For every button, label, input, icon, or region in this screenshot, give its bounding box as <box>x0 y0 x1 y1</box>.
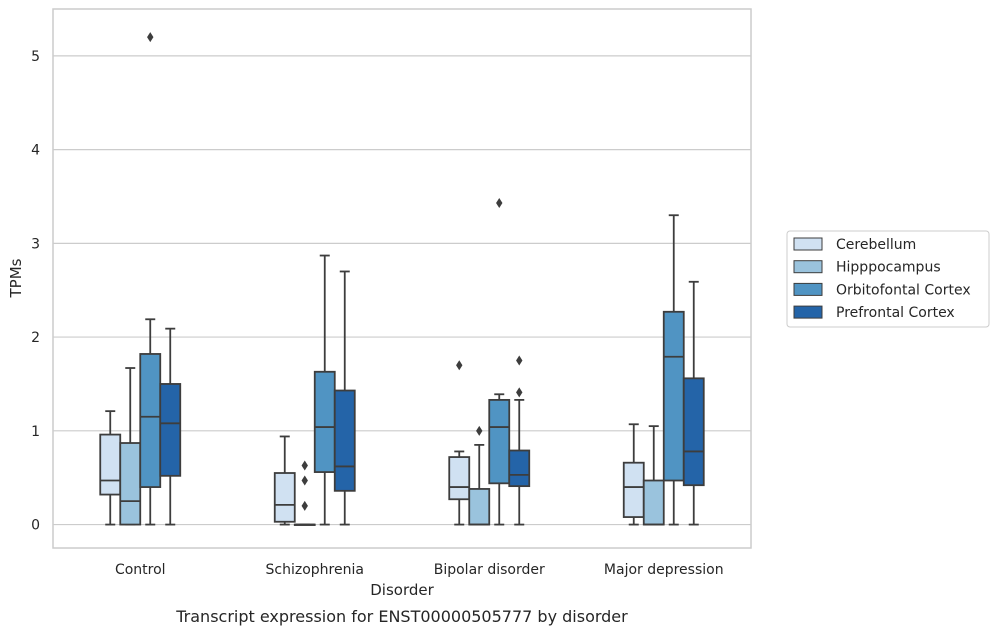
box-0-1 <box>119 367 142 526</box>
box-2-1 <box>468 425 491 526</box>
y-tick-label: 5 <box>31 49 40 65</box>
x-tick-label: Schizophrenia <box>266 562 364 578</box>
box-1-3 <box>333 270 356 526</box>
box-iqr <box>139 353 162 488</box>
legend-label: Prefrontal Cortex <box>836 305 955 321</box>
box-0-0 <box>99 410 122 526</box>
legend-swatch <box>793 260 823 274</box>
y-tick-labels: 0 1 2 3 4 5 <box>31 49 40 534</box>
box-iqr <box>159 383 182 477</box>
y-tick-label: 4 <box>31 143 40 159</box>
x-tick-label: Bipolar disorder <box>434 562 545 578</box>
legend-swatch <box>793 282 823 296</box>
x-axis-title: Disorder <box>370 581 434 599</box>
box-iqr <box>622 461 645 518</box>
outlier-point <box>301 475 308 486</box>
box-3-2 <box>662 214 685 526</box>
legend-label: Cerebellum <box>836 237 916 253</box>
box-iqr <box>448 456 471 501</box>
box-iqr <box>119 442 142 526</box>
legend-swatch <box>793 305 823 319</box>
outlier-point <box>516 355 523 366</box>
outlier-point <box>496 198 503 209</box>
box-2-3 <box>508 355 531 526</box>
y-axis-title: TPMs <box>7 258 25 298</box>
box-iqr <box>468 488 491 526</box>
outlier-point <box>456 360 463 371</box>
outlier-point <box>301 500 308 511</box>
box-1-0 <box>273 435 296 526</box>
box-iqr <box>313 370 336 473</box>
box-marks <box>99 32 705 526</box>
outlier-point <box>301 460 308 471</box>
y-tick-label: 3 <box>31 236 40 252</box>
plot-frame <box>52 8 752 549</box>
box-iqr <box>508 449 531 488</box>
legend-label: Hipppocampus <box>836 260 941 276</box>
legend: Cerebellum Hipppocampus Orbitofontal Corte… <box>786 230 990 328</box>
box-iqr <box>273 472 296 523</box>
outlier-point <box>476 425 483 436</box>
box-iqr <box>488 398 511 485</box>
box-3-0 <box>622 423 645 526</box>
y-tick-label: 2 <box>31 330 40 346</box>
outlier-point <box>147 32 154 43</box>
box-iqr <box>333 389 356 492</box>
box-3-3 <box>682 280 705 526</box>
legend-box <box>786 230 990 328</box>
box-3-1 <box>642 425 665 526</box>
x-tick-labels: Control Schizophrenia Bipolar disorder Majo… <box>115 562 724 578</box>
box-2-2 <box>488 198 511 526</box>
legend-swatch <box>793 237 823 251</box>
box-iqr <box>99 433 122 496</box>
box-iqr <box>662 310 685 482</box>
box-0-3 <box>159 327 182 526</box>
outlier-point <box>516 387 523 398</box>
box-iqr <box>682 377 705 487</box>
box-iqr <box>642 479 665 526</box>
box-2-0 <box>448 360 471 526</box>
legend-label: Orbitofontal Cortex <box>836 282 971 298</box>
y-tick-label: 0 <box>31 518 40 534</box>
box-1-2 <box>313 254 336 526</box>
chart-title: Transcript expression for ENST0000050577… <box>175 607 628 626</box>
box-0-2 <box>139 32 162 526</box>
box-1-1 <box>293 460 316 526</box>
y-tick-label: 1 <box>31 424 40 440</box>
x-tick-label: Control <box>115 562 166 578</box>
x-tick-label: Major depression <box>604 562 724 578</box>
